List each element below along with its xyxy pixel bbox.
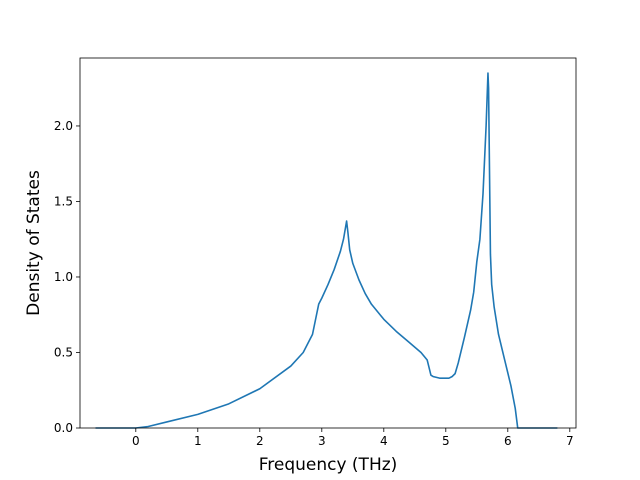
series-layer — [95, 72, 558, 429]
x-tick-label: 4 — [380, 434, 388, 448]
x-ticks: 0 1 2 3 4 5 6 7 — [132, 428, 574, 448]
y-ticks: 0.0 0.5 1.0 1.5 2.0 — [54, 119, 80, 435]
y-axis-label: Density of States — [24, 170, 44, 316]
x-tick-label: 5 — [442, 434, 450, 448]
plot-frame — [79, 57, 577, 429]
y-tick-label: 0.0 — [54, 421, 73, 435]
x-tick-label: 7 — [566, 434, 574, 448]
x-tick-label: 6 — [504, 434, 512, 448]
y-tick-label: 1.5 — [54, 194, 73, 208]
y-tick-label: 0.5 — [54, 345, 73, 359]
y-tick-label: 2.0 — [54, 119, 73, 133]
x-tick-label: 2 — [256, 434, 264, 448]
x-tick-label: 1 — [194, 434, 202, 448]
x-tick-label: 3 — [318, 434, 326, 448]
dos-series-line — [95, 72, 558, 429]
x-tick-label: 0 — [132, 434, 140, 448]
y-tick-label: 1.0 — [54, 270, 73, 284]
x-axis-label: Frequency (THz) — [259, 455, 398, 475]
